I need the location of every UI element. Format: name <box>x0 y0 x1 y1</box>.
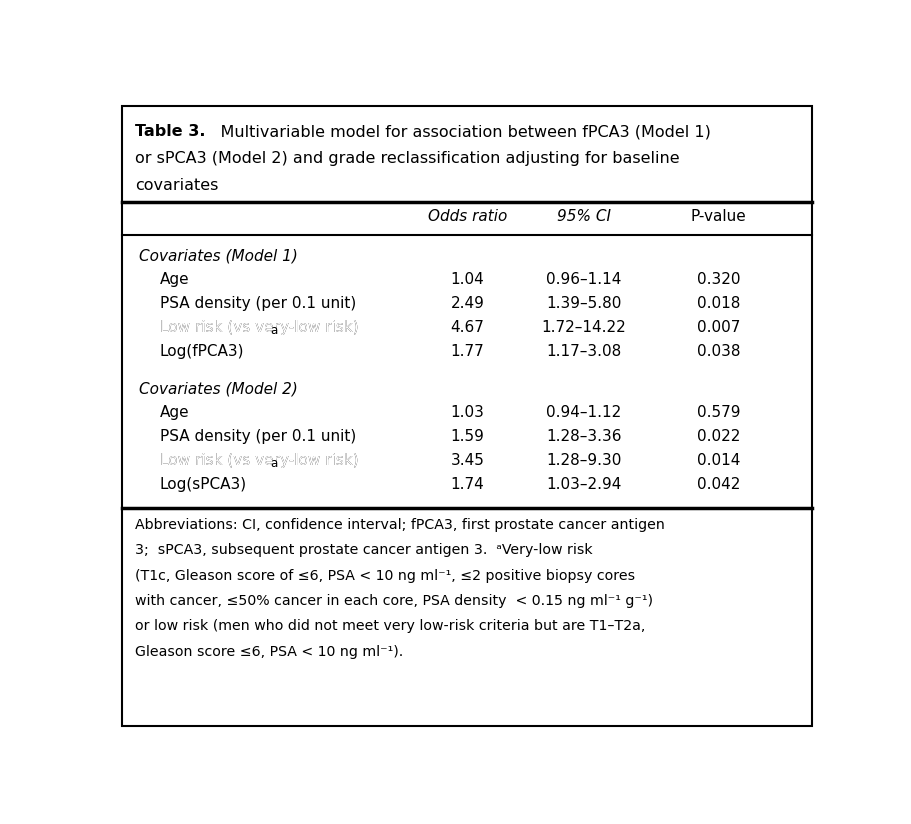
Text: 0.96–1.14: 0.96–1.14 <box>546 272 621 287</box>
Text: 0.320: 0.320 <box>696 272 739 287</box>
Text: Low risk (vs very-low risk)a: Low risk (vs very-low risk)a <box>159 453 367 468</box>
Text: a: a <box>271 324 278 337</box>
Text: 1.77: 1.77 <box>450 344 484 359</box>
Text: 0.579: 0.579 <box>696 405 739 419</box>
Text: 95% CI: 95% CI <box>557 209 610 224</box>
Text: 2.49: 2.49 <box>450 296 484 311</box>
Text: Odds ratio: Odds ratio <box>427 209 507 224</box>
Text: 3;  sPCA3, subsequent prostate cancer antigen 3.  ᵃVery-low risk: 3; sPCA3, subsequent prostate cancer ant… <box>135 543 592 557</box>
FancyBboxPatch shape <box>122 106 812 726</box>
Text: 0.042: 0.042 <box>696 477 739 492</box>
Text: 1.28–3.36: 1.28–3.36 <box>546 429 621 444</box>
Text: Abbreviations: CI, confidence interval; fPCA3, first prostate cancer antigen: Abbreviations: CI, confidence interval; … <box>135 517 664 531</box>
Text: 1.28–9.30: 1.28–9.30 <box>546 453 621 468</box>
Text: with cancer, ≤50% cancer in each core, PSA density  < 0.15 ng ml⁻¹ g⁻¹): with cancer, ≤50% cancer in each core, P… <box>135 594 652 608</box>
Text: 3.45: 3.45 <box>450 453 484 468</box>
Text: Table 3.: Table 3. <box>135 124 206 139</box>
Text: P-value: P-value <box>690 209 745 224</box>
Text: 0.007: 0.007 <box>696 320 739 335</box>
Text: Log(sPCA3): Log(sPCA3) <box>159 477 247 492</box>
Text: 1.72–14.22: 1.72–14.22 <box>541 320 626 335</box>
Text: Covariates (Model 1): Covariates (Model 1) <box>138 249 297 264</box>
Text: Gleason score ≤6, PSA < 10 ng ml⁻¹).: Gleason score ≤6, PSA < 10 ng ml⁻¹). <box>135 644 403 658</box>
Text: 0.94–1.12: 0.94–1.12 <box>546 405 621 419</box>
Text: or sPCA3 (Model 2) and grade reclassification adjusting for baseline: or sPCA3 (Model 2) and grade reclassific… <box>135 151 679 166</box>
Text: 1.39–5.80: 1.39–5.80 <box>546 296 621 311</box>
Text: Log(fPCA3): Log(fPCA3) <box>159 344 244 359</box>
Text: 0.038: 0.038 <box>696 344 739 359</box>
Text: a: a <box>271 457 278 471</box>
Text: Age: Age <box>159 405 189 419</box>
Text: Covariates (Model 2): Covariates (Model 2) <box>138 382 297 397</box>
Text: 1.17–3.08: 1.17–3.08 <box>546 344 621 359</box>
Text: 1.03–2.94: 1.03–2.94 <box>546 477 621 492</box>
Text: PSA density (per 0.1 unit): PSA density (per 0.1 unit) <box>159 429 356 444</box>
Text: 1.74: 1.74 <box>450 477 484 492</box>
Text: 1.03: 1.03 <box>450 405 484 419</box>
Text: Low risk (vs very-low risk)a: Low risk (vs very-low risk)a <box>159 320 367 335</box>
Text: Multivariable model for association between fPCA3 (Model 1): Multivariable model for association betw… <box>200 124 711 139</box>
Text: or low risk (men who did not meet very low-risk criteria but are T1–T2a,: or low risk (men who did not meet very l… <box>135 620 645 634</box>
Text: 4.67: 4.67 <box>450 320 484 335</box>
Text: 0.022: 0.022 <box>696 429 739 444</box>
Text: Low risk (vs very-low risk): Low risk (vs very-low risk) <box>159 453 358 468</box>
Text: PSA density (per 0.1 unit): PSA density (per 0.1 unit) <box>159 296 356 311</box>
Text: 1.59: 1.59 <box>450 429 484 444</box>
Text: covariates: covariates <box>135 177 219 193</box>
Text: 0.018: 0.018 <box>696 296 739 311</box>
Text: Low risk (vs very-low risk): Low risk (vs very-low risk) <box>159 320 358 335</box>
Text: 0.014: 0.014 <box>696 453 739 468</box>
Text: (T1c, Gleason score of ≤6, PSA < 10 ng ml⁻¹, ≤2 positive biopsy cores: (T1c, Gleason score of ≤6, PSA < 10 ng m… <box>135 569 635 583</box>
Text: Age: Age <box>159 272 189 287</box>
Text: 1.04: 1.04 <box>450 272 484 287</box>
